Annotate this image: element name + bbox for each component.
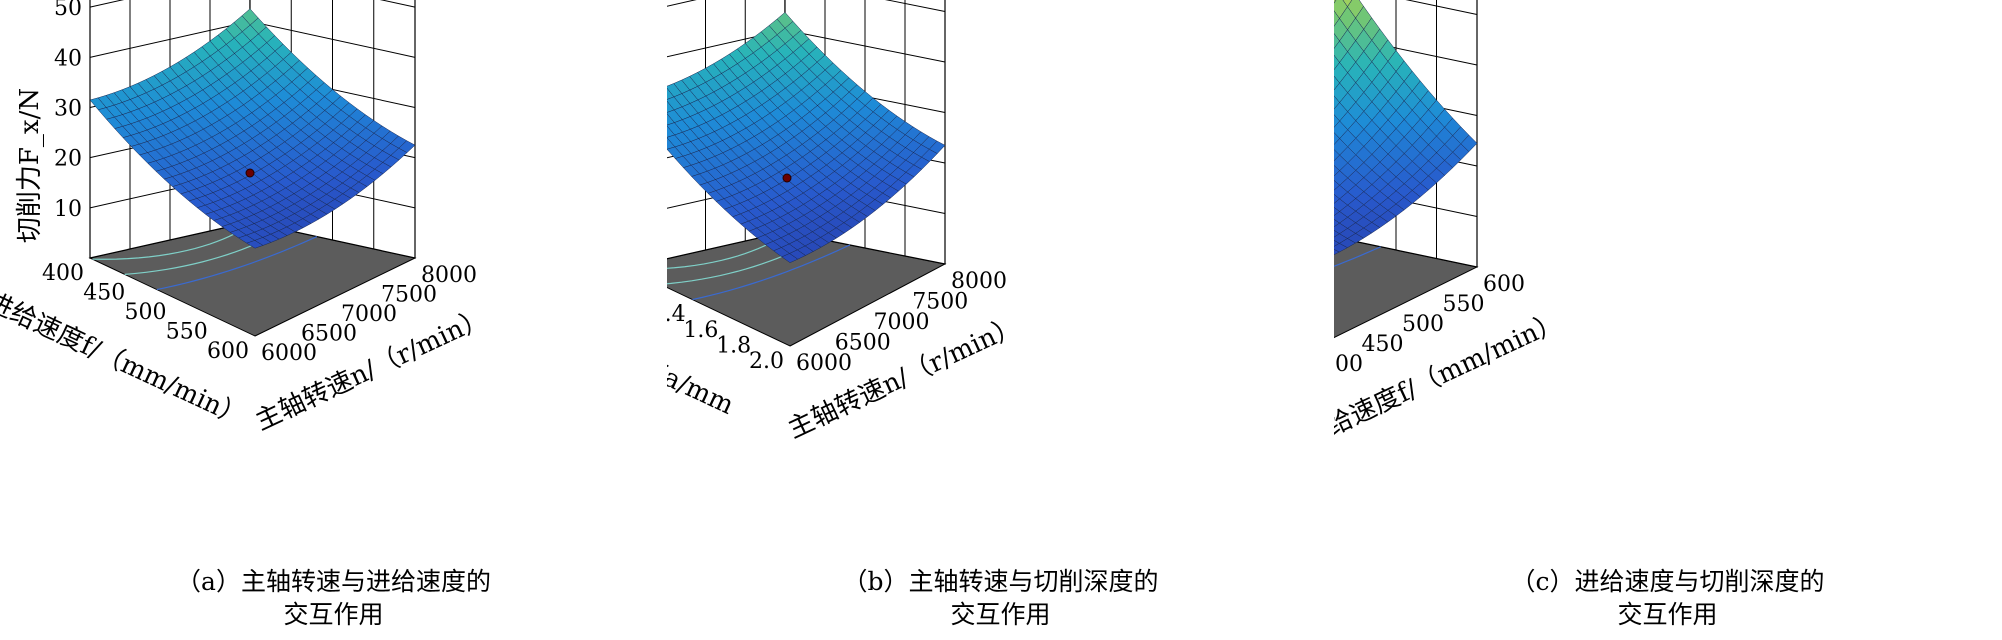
- floor-contour: [1334, 246, 1381, 267]
- center-point: [245, 168, 255, 178]
- floor-contour: [156, 236, 318, 291]
- z-gridline: [667, 0, 946, 12]
- x-tick-label: 6000: [796, 351, 852, 376]
- z-axis-label: 切削力F_x/N: [15, 88, 45, 243]
- caption-b: （b）主轴转速与切削深度的 交互作用: [667, 565, 1334, 631]
- surface-plot-a: 1020304050604004505005506006000650070007…: [0, 0, 492, 437]
- caption-b-line-2: 交互作用: [950, 600, 1051, 629]
- x-tick-label: 6500: [835, 331, 891, 356]
- floor-plane: [1334, 236, 1479, 339]
- z-tick-label: 10: [54, 197, 82, 222]
- z-tick-label: 40: [54, 46, 82, 71]
- chart-panel-a: 1020304050604004505005506006000650070007…: [0, 0, 667, 640]
- x-tick-label: 600: [1483, 272, 1525, 297]
- center-point: [782, 173, 792, 183]
- x-tick-label: 8000: [421, 263, 477, 288]
- z-tick-label: 50: [54, 0, 82, 21]
- z-gridline: [1334, 34, 1478, 66]
- chart-panel-b: 1020304050601.01.21.41.61.82.06000650070…: [667, 0, 1334, 640]
- x-tick-label: 7000: [874, 310, 930, 335]
- response-surface: [89, 8, 416, 249]
- y-tick-label: 1.6: [683, 318, 718, 343]
- y-tick-label: 450: [83, 281, 125, 306]
- caption-a-line-2: 交互作用: [283, 600, 384, 629]
- x-tick-label: 6500: [301, 322, 357, 347]
- z-gridline: [1334, 185, 1478, 217]
- surface-cell: [1334, 249, 1340, 256]
- surface-cell: [246, 240, 264, 249]
- z-tick-label: 20: [54, 147, 82, 172]
- x-tick-label: 550: [1443, 292, 1485, 317]
- x-tick-label: 500: [1402, 312, 1444, 337]
- x-tick-label: 7500: [381, 283, 437, 308]
- caption-c: （c）进给速度与切削深度的 交互作用: [1334, 565, 2001, 631]
- x-tick-label: 6000: [261, 341, 317, 366]
- surface-plot-b: 1020304050601.01.21.41.61.82.06000650070…: [667, 0, 1025, 445]
- caption-a-line-1: （a）主轴转速与进给速度的: [176, 567, 491, 596]
- z-gridline: [1405, 0, 1478, 15]
- x-axis-label: 进给速度f/（mm/min）: [1334, 307, 1567, 453]
- surface-cell: [781, 253, 799, 263]
- z-tick-label: 30: [54, 97, 82, 122]
- caption-b-line-1: （b）主轴转速与切削深度的: [842, 567, 1159, 596]
- surface-cell: [1342, 0, 1353, 8]
- x-tick-label: 7500: [912, 290, 968, 315]
- y-tick-label: 1.8: [716, 333, 751, 358]
- response-surface: [1334, 0, 1478, 256]
- response-surface: [667, 11, 946, 263]
- y-tick-label: 1.4: [667, 302, 686, 327]
- caption-c-line-1: （c）进给速度与切削深度的: [1510, 567, 1825, 596]
- y-tick-label: 500: [125, 300, 167, 325]
- floor-contour: [692, 244, 851, 301]
- y-tick-label: 600: [207, 339, 249, 364]
- x-tick-label: 400: [1334, 352, 1363, 377]
- x-tick-label: 450: [1362, 332, 1404, 357]
- y-tick-label: 2.0: [749, 349, 784, 374]
- y-tick-label: 550: [166, 320, 208, 345]
- surface-cell: [1334, 243, 1348, 253]
- y-tick-label: 400: [42, 261, 84, 286]
- caption-c-line-2: 交互作用: [1617, 600, 1718, 629]
- surface-plot-c: 1020304050601.01.21.41.61.82.04004505005…: [1334, 0, 1567, 453]
- x-tick-label: 8000: [951, 269, 1007, 294]
- x-tick-label: 7000: [341, 302, 397, 327]
- caption-a: （a）主轴转速与进给速度的 交互作用: [0, 565, 667, 631]
- chart-panel-c: 1020304050601.01.21.41.61.82.04004505005…: [1334, 0, 2001, 640]
